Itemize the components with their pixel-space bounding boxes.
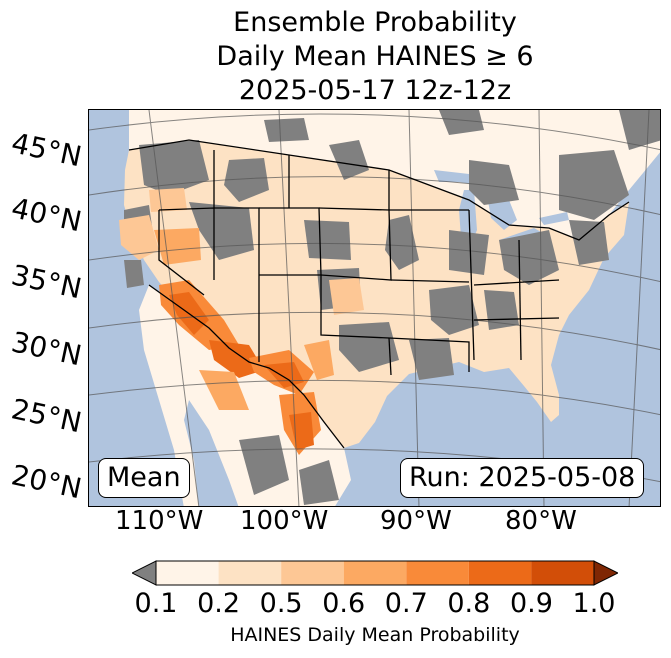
title-line-1: Ensemble Probability [233,7,517,38]
colorbar-segment [531,561,594,585]
colorbar-segment [281,561,344,585]
graticule [89,110,660,506]
lat-label-30: 30°N [8,325,85,373]
conus-land [124,140,629,448]
lon-label-100: 100°W [240,506,329,536]
borders [128,139,630,449]
colorbar-label: HAINES Daily Mean Probability [230,624,520,646]
colorbar-tick-label: 0.1 [134,588,178,619]
lat-label-45: 45°N [8,126,85,174]
colorbar-segment [406,561,469,585]
missing-data-patches [124,110,660,505]
colorbar-tick-label: 1.0 [572,588,616,619]
colorbar-under-arrow [132,560,157,586]
colorbar-tick-label: 0.9 [509,588,553,619]
lat-label-25: 25°N [8,392,85,440]
lon-label-80: 80°W [505,506,577,536]
title-line-2: Daily Mean HAINES ≥ 6 [216,41,534,72]
colorbar-tick-label: 0.5 [259,588,303,619]
colorbar [132,560,618,586]
lon-label-90: 90°W [380,506,452,536]
colorbar-segment [218,561,282,585]
colorbar-tick-label: 0.7 [384,588,428,619]
colorbar-tick-label: 0.8 [447,588,491,619]
lat-label-40: 40°N [8,191,85,239]
colorbar-segment [468,561,532,585]
colorbar-tick-label: 0.2 [197,588,241,619]
colorbar-segment [343,561,407,585]
lon-label-110: 110°W [115,506,204,536]
mean-label: Mean [98,458,190,498]
colorbar-segment [156,561,219,585]
colorbar-tick-label: 0.6 [322,588,366,619]
canada-land [129,110,660,240]
colorbar-over-arrow [593,560,618,586]
title-line-3: 2025-05-17 12z-12z [238,75,512,106]
map-svg [89,110,660,506]
run-label: Run: 2025-05-08 [400,458,645,498]
lat-label-35: 35°N [8,258,85,306]
lat-label-20: 20°N [8,458,85,506]
lake-huron [487,195,517,230]
probability-hotspots [119,188,364,455]
lake-ontario [539,212,569,225]
map-panel [88,109,661,507]
